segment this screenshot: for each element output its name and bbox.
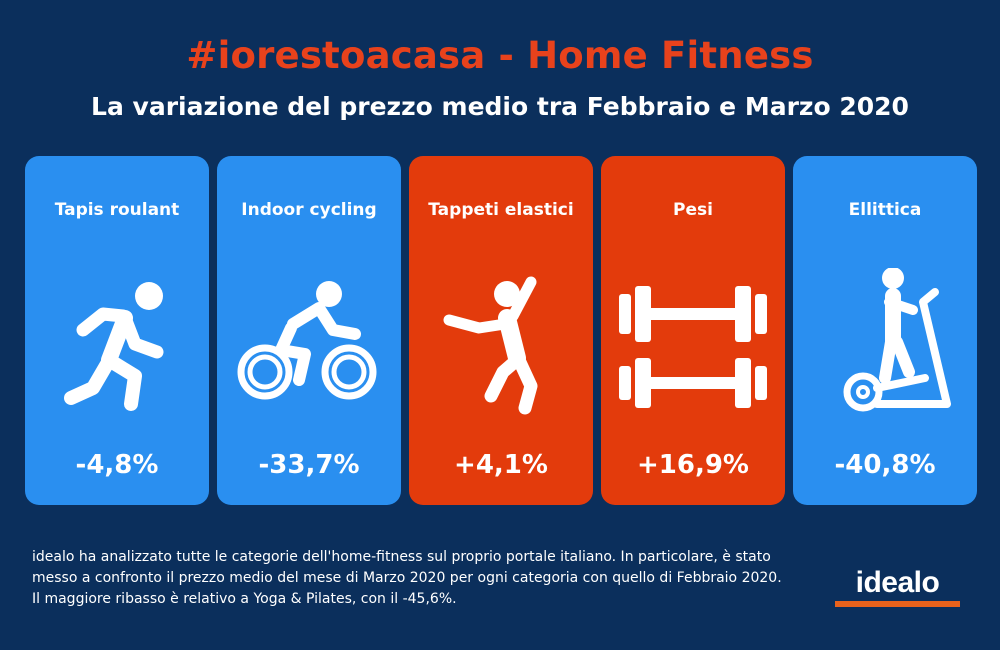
card-indoor-cycling: Indoor cycling -33,7% [217, 156, 401, 505]
card-ellittica: Ellittica -40,8% [793, 156, 977, 505]
card-tapis-roulant: Tapis roulant -4,8% [25, 156, 209, 505]
logo-underline [835, 601, 960, 607]
card-tappeti-elastici: Tappeti elastici +4,1% [409, 156, 593, 505]
card-label: Pesi [673, 200, 713, 220]
card-pesi: Pesi +16,9% [601, 156, 785, 505]
jumping-icon [421, 268, 581, 418]
card-label: Ellittica [848, 200, 922, 220]
card-label: Tappeti elastici [428, 200, 574, 220]
cycling-icon [229, 268, 389, 418]
card-value: +4,1% [454, 450, 548, 480]
running-icon [37, 268, 197, 418]
card-value: -40,8% [834, 450, 936, 480]
card-value: -33,7% [258, 450, 360, 480]
elliptical-icon [805, 267, 965, 418]
card-value: +16,9% [637, 450, 749, 480]
footer-description: idealo ha analizzato tutte le categorie … [32, 549, 782, 607]
card-value: -4,8% [75, 450, 159, 480]
card-label: Indoor cycling [241, 200, 377, 220]
dumbbell-icon [613, 268, 773, 418]
idealo-logo: idealo [835, 566, 960, 607]
logo-text: idealo [855, 566, 940, 599]
page-subtitle: La variazione del prezzo medio tra Febbr… [91, 92, 909, 121]
page-title: #iorestoacasa - Home Fitness [186, 34, 814, 77]
card-label: Tapis roulant [54, 200, 180, 220]
